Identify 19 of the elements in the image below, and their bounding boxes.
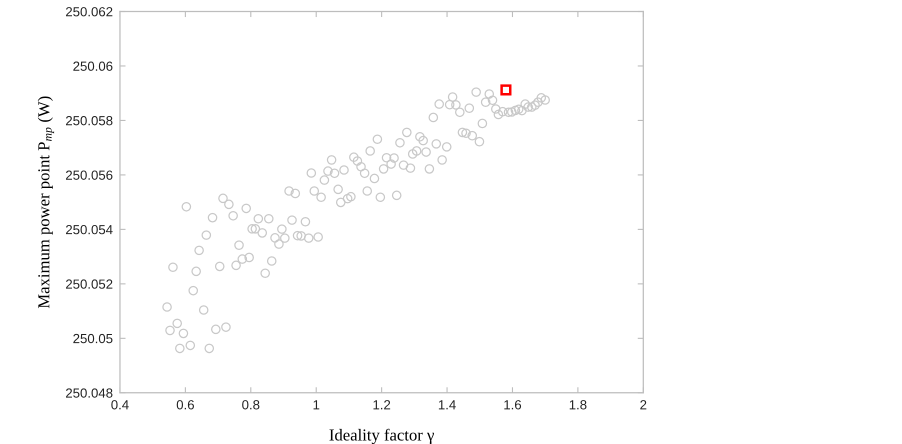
y-tick-label: 250.062	[66, 7, 112, 16]
x-tick-label: 0.4	[111, 400, 129, 410]
y-tick-label: 250.054	[66, 224, 113, 234]
x-tick-label: 1.2	[373, 400, 390, 410]
x-tick-label: 2	[640, 400, 646, 410]
y-tick-label: 250.056	[66, 170, 112, 180]
x-tick-label: 0.8	[242, 400, 260, 410]
x-axis-title: Ideality factor γ	[330, 428, 434, 444]
y-axis-title: Maximum power point P$_{mp}$ (W)	[38, 96, 54, 308]
x-tick-label: 1	[314, 400, 320, 410]
x-tick-label: 1.8	[570, 400, 586, 410]
y-tick-label: 250.052	[66, 279, 112, 289]
x-tick-label: 1.6	[504, 400, 522, 410]
x-tick-label: 0.6	[176, 400, 194, 410]
x-tick-label: 1.4	[438, 400, 456, 410]
y-tick-label: 250.05	[73, 334, 112, 344]
y-tick-label: 250.048	[66, 388, 112, 398]
y-tick-label: 250.058	[66, 116, 112, 126]
y-tick-label: 250.06	[73, 62, 112, 71]
